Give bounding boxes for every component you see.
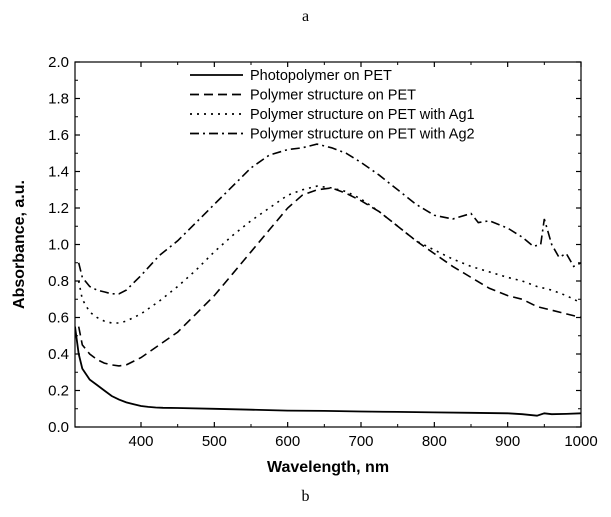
legend: Photopolymer on PET Polymer structure on … [190, 68, 475, 143]
x-tick-label: 700 [348, 433, 373, 450]
x-tick-label: 1000 [564, 433, 597, 450]
y-tick-label: 0.0 [48, 419, 69, 436]
legend-label: Photopolymer on PET [250, 68, 392, 84]
y-tick-label: 1.6 [48, 127, 69, 144]
y-tick-label: 2.0 [48, 54, 69, 71]
y-axis-title: Absorbance, a.u. [11, 180, 28, 309]
y-tick-label: 0.6 [48, 310, 69, 327]
series-line-dotted [77, 185, 581, 324]
y-tick-label: 1.4 [48, 164, 69, 181]
caption-a: a [301, 8, 310, 25]
legend-label: Polymer structure on PET with Ag1 [250, 107, 475, 123]
x-tick-label: 400 [128, 433, 153, 450]
series-line-dashdot [77, 143, 581, 295]
caption-b: b [301, 488, 310, 505]
legend-label: Polymer structure on PET with Ag2 [250, 127, 475, 143]
y-tick-label: 1.8 [48, 91, 69, 108]
series-line-solid [75, 326, 581, 417]
x-tick-label: 800 [422, 433, 447, 450]
x-tick-label: 600 [275, 433, 300, 450]
x-tick-label: 900 [495, 433, 520, 450]
x-axis-title: Wavelength, nm [267, 459, 389, 476]
x-tick-label: 500 [202, 433, 227, 450]
series-layer [75, 143, 581, 417]
axes: 400 500 600 700 800 900 1000 0.0 0.2 0.4 0.6 0.8 1.0… [48, 54, 598, 450]
y-tick-label: 1.0 [48, 237, 69, 254]
y-tick-label: 0.8 [48, 273, 69, 290]
y-tick-label: 0.2 [48, 383, 69, 400]
y-tick-label: 1.2 [48, 200, 69, 217]
y-tick-label: 0.4 [48, 346, 69, 363]
legend-label: Polymer structure on PET [250, 88, 416, 104]
series-line-dashed [77, 187, 581, 367]
